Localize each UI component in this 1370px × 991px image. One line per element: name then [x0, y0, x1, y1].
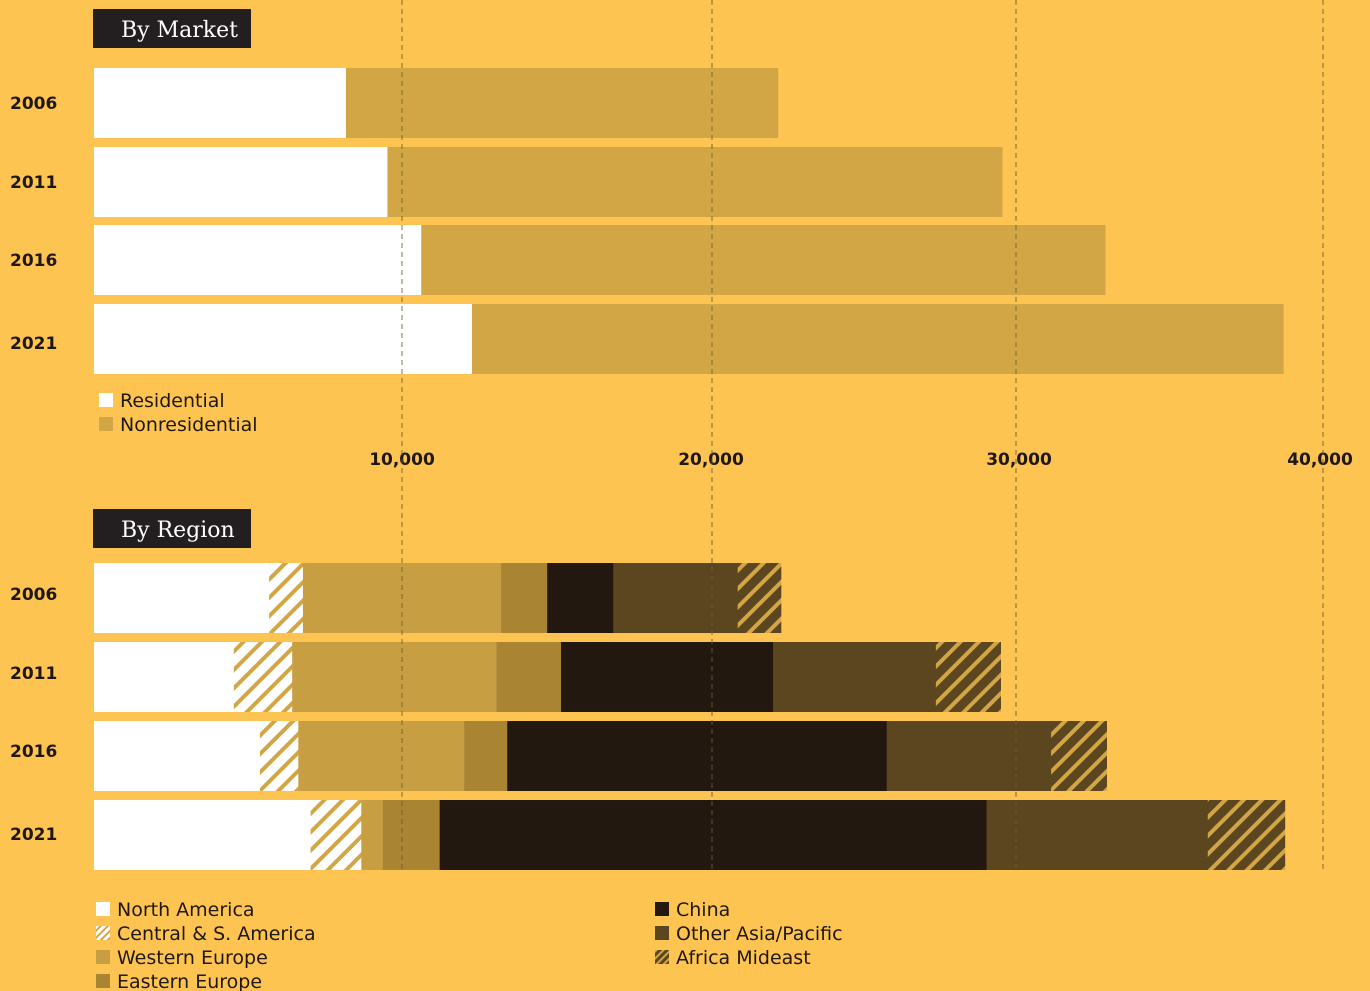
- legend-label-nonresidential: Nonresidential: [120, 414, 258, 436]
- bar-central-s-america-2011: [233, 642, 293, 712]
- legend-swatch-nonresidential: [99, 417, 113, 431]
- legend-swatch-residential: [99, 393, 113, 407]
- bar-eastern-europe-2021: [382, 800, 441, 870]
- bar-nonresidential-2021: [471, 304, 1284, 374]
- region-year-labels: 2006 2011 2016 2021: [10, 585, 57, 845]
- region-legend: North America Central & S. America Weste…: [96, 899, 843, 991]
- bar-china-2011: [561, 642, 774, 712]
- bar-other-asia-pacific-2021: [986, 800, 1209, 870]
- grid-lines: [401, 0, 1324, 870]
- bar-central-s-america-2016: [259, 721, 299, 791]
- bar-china-2021: [439, 800, 988, 870]
- bar-eastern-europe-2016: [464, 721, 508, 791]
- x-tick-label: 20,000: [678, 450, 744, 470]
- region-year-label: 2021: [10, 825, 57, 845]
- market-year-label: 2016: [10, 251, 57, 271]
- bar-eastern-europe-2011: [496, 642, 562, 712]
- bar-residential-2006: [94, 68, 347, 138]
- bar-other-asia-pacific-2011: [773, 642, 937, 712]
- region-year-label: 2006: [10, 585, 57, 605]
- bar-central-s-america-2006: [269, 563, 304, 633]
- bar-africa-mideast-2016: [1051, 721, 1107, 791]
- bar-north-america-2011: [94, 642, 235, 712]
- bar-china-2006: [547, 563, 614, 633]
- bar-central-s-america-2021: [310, 800, 362, 870]
- legend-swatch-africa-mideast: [655, 950, 669, 964]
- legend-label-western-europe: Western Europe: [117, 947, 268, 969]
- bar-nonresidential-2011: [387, 147, 1003, 217]
- legend-swatch-other-asia-pacific: [655, 926, 669, 940]
- bar-western-europe-2016: [298, 721, 465, 791]
- region-chart: By Region 2006 2011 2016 2021 North Amer…: [10, 509, 1286, 991]
- x-tick-label: 30,000: [986, 450, 1052, 470]
- region-year-label: 2011: [10, 664, 57, 684]
- legend-swatch-western-europe: [96, 950, 110, 964]
- bar-north-america-2021: [94, 800, 312, 870]
- legend-swatch-north-america: [96, 902, 110, 916]
- bar-africa-mideast-2011: [935, 642, 1001, 712]
- region-header-bg: [93, 509, 251, 548]
- region-bars: [94, 563, 1286, 870]
- bar-western-europe-2021: [361, 800, 384, 870]
- bar-other-asia-pacific-2006: [613, 563, 739, 633]
- bar-residential-2021: [94, 304, 473, 374]
- legend-swatch-central-s-america: [96, 926, 110, 940]
- bar-residential-2016: [94, 225, 422, 295]
- bar-china-2016: [507, 721, 888, 791]
- market-year-labels: 2006 2011 2016 2021: [10, 94, 57, 354]
- bar-nonresidential-2006: [345, 68, 779, 138]
- legend-swatch-eastern-europe: [96, 974, 110, 988]
- bar-residential-2011: [94, 147, 389, 217]
- bar-africa-mideast-2006: [737, 563, 782, 633]
- x-axis-tick-labels: 10,000 20,000 30,000 40,000: [369, 450, 1353, 470]
- legend-swatch-china: [655, 902, 669, 916]
- region-header: By Region: [93, 509, 251, 548]
- region-chart-title: By Region: [121, 518, 235, 543]
- market-chart-title: By Market: [121, 18, 238, 43]
- bar-western-europe-2011: [292, 642, 498, 712]
- x-tick-label: 40,000: [1287, 450, 1353, 470]
- legend-label-eastern-europe: Eastern Europe: [117, 971, 262, 991]
- region-year-label: 2016: [10, 742, 57, 762]
- bar-nonresidential-2016: [421, 225, 1106, 295]
- legend-label-china: China: [676, 899, 730, 921]
- market-year-label: 2006: [10, 94, 57, 114]
- market-header-bg: [93, 9, 251, 48]
- market-chart: By Market 2006 2011 2016 2021 Residentia…: [10, 9, 1353, 470]
- bar-north-america-2006: [94, 563, 270, 633]
- bar-other-asia-pacific-2016: [886, 721, 1052, 791]
- market-bars: [94, 68, 1284, 374]
- market-year-label: 2011: [10, 173, 57, 193]
- bar-north-america-2016: [94, 721, 261, 791]
- legend-label-other-asia-pacific: Other Asia/Pacific: [676, 923, 843, 945]
- market-year-label: 2021: [10, 334, 57, 354]
- market-header: By Market: [93, 9, 251, 48]
- bar-africa-mideast-2021: [1207, 800, 1286, 870]
- legend-label-africa-mideast: Africa Mideast: [676, 947, 811, 969]
- market-legend: Residential Nonresidential: [99, 390, 258, 436]
- legend-label-residential: Residential: [120, 390, 225, 412]
- bar-eastern-europe-2006: [501, 563, 548, 633]
- legend-label-north-america: North America: [117, 899, 255, 921]
- legend-label-central-s-america: Central & S. America: [117, 923, 316, 945]
